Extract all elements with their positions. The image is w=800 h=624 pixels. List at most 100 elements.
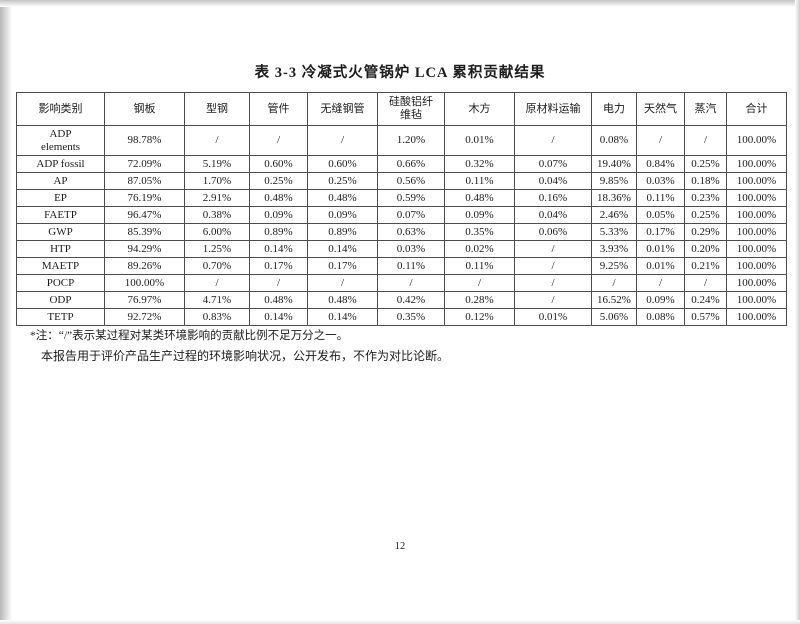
- table-cell: 0.11%: [636, 189, 685, 207]
- table-cell: 0.60%: [249, 155, 308, 173]
- table-cell: /: [636, 125, 685, 156]
- table-cell: 0.35%: [377, 308, 445, 326]
- table-cell: 92.72%: [104, 308, 185, 326]
- table-row: GWP 85.39% 6.00% 0.89% 0.89% 0.63% 0.35% 0.06% 5…: [16, 223, 787, 241]
- table-cell: 1.25%: [184, 240, 250, 258]
- table-cell: 18.36%: [591, 189, 637, 207]
- table-cell: 0.23%: [684, 189, 727, 207]
- table-cell: 1.70%: [184, 172, 250, 190]
- table-cell: 100.00%: [726, 172, 787, 190]
- table-cell: 9.25%: [591, 257, 637, 275]
- row-label: FAETP: [16, 206, 105, 224]
- table-cell: 3.93%: [591, 240, 637, 258]
- table-cell: 0.25%: [249, 172, 308, 190]
- row-label: TETP: [16, 308, 105, 326]
- table-cell: 0.70%: [184, 257, 250, 275]
- table-cell: 0.83%: [184, 308, 250, 326]
- table-cell: 0.48%: [307, 291, 378, 309]
- table-cell: /: [307, 274, 378, 292]
- table-cell: 0.29%: [684, 223, 727, 241]
- table-cell: 2.46%: [591, 206, 637, 224]
- table-cell: 0.01%: [514, 308, 592, 326]
- table-cell: 87.05%: [104, 172, 185, 190]
- column-header: 合计: [726, 92, 787, 126]
- table-cell: 0.05%: [636, 206, 685, 224]
- table-cell: 0.16%: [514, 189, 592, 207]
- table-cell: 100.00%: [726, 308, 787, 326]
- table-cell: 0.11%: [444, 257, 515, 275]
- table-cell: 0.21%: [684, 257, 727, 275]
- row-label: GWP: [16, 223, 105, 241]
- table-cell: 100.00%: [726, 240, 787, 258]
- table-note: *注：“/”表示某过程对某类环境影响的贡献比例不足万分之一。: [30, 330, 349, 342]
- table-cell: 0.11%: [377, 257, 445, 275]
- table-cell: 0.01%: [444, 125, 515, 156]
- table-cell: 5.06%: [591, 308, 637, 326]
- table-cell: 0.17%: [307, 257, 378, 275]
- table-cell: 0.48%: [249, 291, 308, 309]
- table-cell: 0.01%: [636, 257, 685, 275]
- table-cell: 0.04%: [514, 206, 592, 224]
- lca-table-body: ADP elements 98.78% / //1.20% 0.01%/0.08% //1…: [16, 125, 787, 326]
- page-edge-right: [795, 0, 800, 624]
- row-label: ADP fossil: [16, 155, 105, 173]
- table-cell: 0.35%: [444, 223, 515, 241]
- row-label: ODP: [16, 291, 105, 309]
- table-cell: 0.18%: [684, 172, 727, 190]
- table-cell: 5.33%: [591, 223, 637, 241]
- table-cell: /: [684, 274, 727, 292]
- table-cell: 6.00%: [184, 223, 250, 241]
- table-cell: 0.14%: [307, 308, 378, 326]
- table-cell: /: [249, 125, 308, 156]
- table-cell: 0.20%: [684, 240, 727, 258]
- table-cell: 96.47%: [104, 206, 185, 224]
- column-header: 硅酸铝纤 维毡: [377, 92, 445, 126]
- table-cell: 72.09%: [104, 155, 185, 173]
- table-cell: 100.00%: [726, 223, 787, 241]
- column-header: 原材料运输: [514, 92, 592, 126]
- table-cell: 9.85%: [591, 172, 637, 190]
- table-cell: /: [377, 274, 445, 292]
- table-cell: 0.25%: [684, 155, 727, 173]
- table-cell: /: [514, 291, 592, 309]
- table-cell: 100.00%: [726, 155, 787, 173]
- table-row: EP 76.19% 2.91% 0.48% 0.48% 0.59% 0.48% 0.16% 18…: [16, 189, 787, 207]
- page-edge-bottom: [0, 620, 800, 624]
- table-cell: 0.08%: [591, 125, 637, 156]
- table-cell: 0.48%: [249, 189, 308, 207]
- table-cell: /: [307, 125, 378, 156]
- table-cell: /: [514, 274, 592, 292]
- table-cell: 0.84%: [636, 155, 685, 173]
- row-label: MAETP: [16, 257, 105, 275]
- table-cell: 100.00%: [726, 257, 787, 275]
- table-cell: 0.32%: [444, 155, 515, 173]
- table-cell: 2.91%: [184, 189, 250, 207]
- row-label: POCP: [16, 274, 105, 292]
- table-row: AP 87.05% 1.70% 0.25% 0.25% 0.56% 0.11% 0.04% 9.…: [16, 172, 787, 190]
- table-cell: /: [184, 125, 250, 156]
- column-header: 蒸汽: [684, 92, 727, 126]
- table-cell: /: [636, 274, 685, 292]
- table-cell: 0.63%: [377, 223, 445, 241]
- table-cell: 0.14%: [307, 240, 378, 258]
- table-cell: 0.09%: [249, 206, 308, 224]
- table-cell: 1.20%: [377, 125, 445, 156]
- table-cell: 94.29%: [104, 240, 185, 258]
- table-cell: 0.42%: [377, 291, 445, 309]
- table-cell: 100.00%: [104, 274, 185, 292]
- table-cell: /: [514, 125, 592, 156]
- column-header: 钢板: [104, 92, 185, 126]
- table-cell: 100.00%: [726, 125, 787, 156]
- report-statement: 本报告用于评价产品生产过程的环境影响状况，公开发布，不作为对比论断。: [41, 349, 450, 363]
- page-number: 12: [394, 541, 406, 552]
- table-cell: 0.25%: [684, 206, 727, 224]
- table-cell: 0.11%: [444, 172, 515, 190]
- table-cell: 0.17%: [636, 223, 685, 241]
- table-cell: 16.52%: [591, 291, 637, 309]
- table-row: ADP fossil 72.09% 5.19% 0.60% 0.60% 0.66% 0.32…: [16, 155, 787, 173]
- page-edge-left: [0, 0, 12, 624]
- table-cell: 0.60%: [307, 155, 378, 173]
- table-cell: 0.02%: [444, 240, 515, 258]
- table-row: MAETP 89.26% 0.70% 0.17% 0.17% 0.11% 0.11%/9.2…: [16, 257, 787, 275]
